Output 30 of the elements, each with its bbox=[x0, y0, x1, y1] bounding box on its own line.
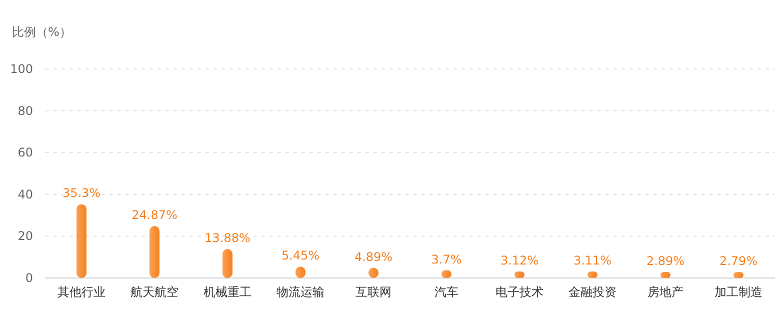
data-label: 2.79% bbox=[719, 254, 758, 268]
x-tick-label: 电子技术 bbox=[496, 285, 544, 299]
y-tick-label: 20 bbox=[18, 229, 33, 244]
y-tick-label: 80 bbox=[18, 104, 33, 118]
x-tick-label: 房地产 bbox=[648, 285, 684, 299]
data-label: 3.12% bbox=[500, 253, 539, 268]
x-tick-label: 航天航空 bbox=[130, 285, 178, 299]
y-tick-label: 0 bbox=[25, 271, 33, 285]
y-tick-label: 40 bbox=[18, 187, 33, 202]
data-label: 24.87% bbox=[132, 208, 178, 222]
bar bbox=[150, 226, 160, 278]
y-tick-label: 60 bbox=[18, 146, 33, 160]
x-tick-label: 机械重工 bbox=[204, 285, 252, 299]
bar bbox=[76, 204, 86, 278]
x-tick-label: 物流运输 bbox=[276, 285, 324, 299]
data-label: 3.7% bbox=[431, 252, 462, 266]
x-tick-label: 互联网 bbox=[356, 285, 392, 299]
x-tick-label: 金融投资 bbox=[568, 285, 616, 299]
y-tick-label: 100 bbox=[10, 62, 33, 76]
x-tick-label: 其他行业 bbox=[58, 285, 106, 299]
data-label: 5.45% bbox=[281, 248, 320, 263]
x-tick-label: 汽车 bbox=[434, 285, 458, 299]
x-tick-label: 加工制造 bbox=[714, 285, 762, 299]
data-label: 2.89% bbox=[646, 254, 685, 268]
data-label: 35.3% bbox=[62, 186, 101, 200]
data-label: 3.11% bbox=[573, 254, 612, 268]
data-label: 13.88% bbox=[204, 230, 250, 245]
y-axis-title: 比例（%） bbox=[12, 25, 72, 39]
data-label: 4.89% bbox=[354, 250, 393, 264]
bar bbox=[222, 248, 232, 278]
